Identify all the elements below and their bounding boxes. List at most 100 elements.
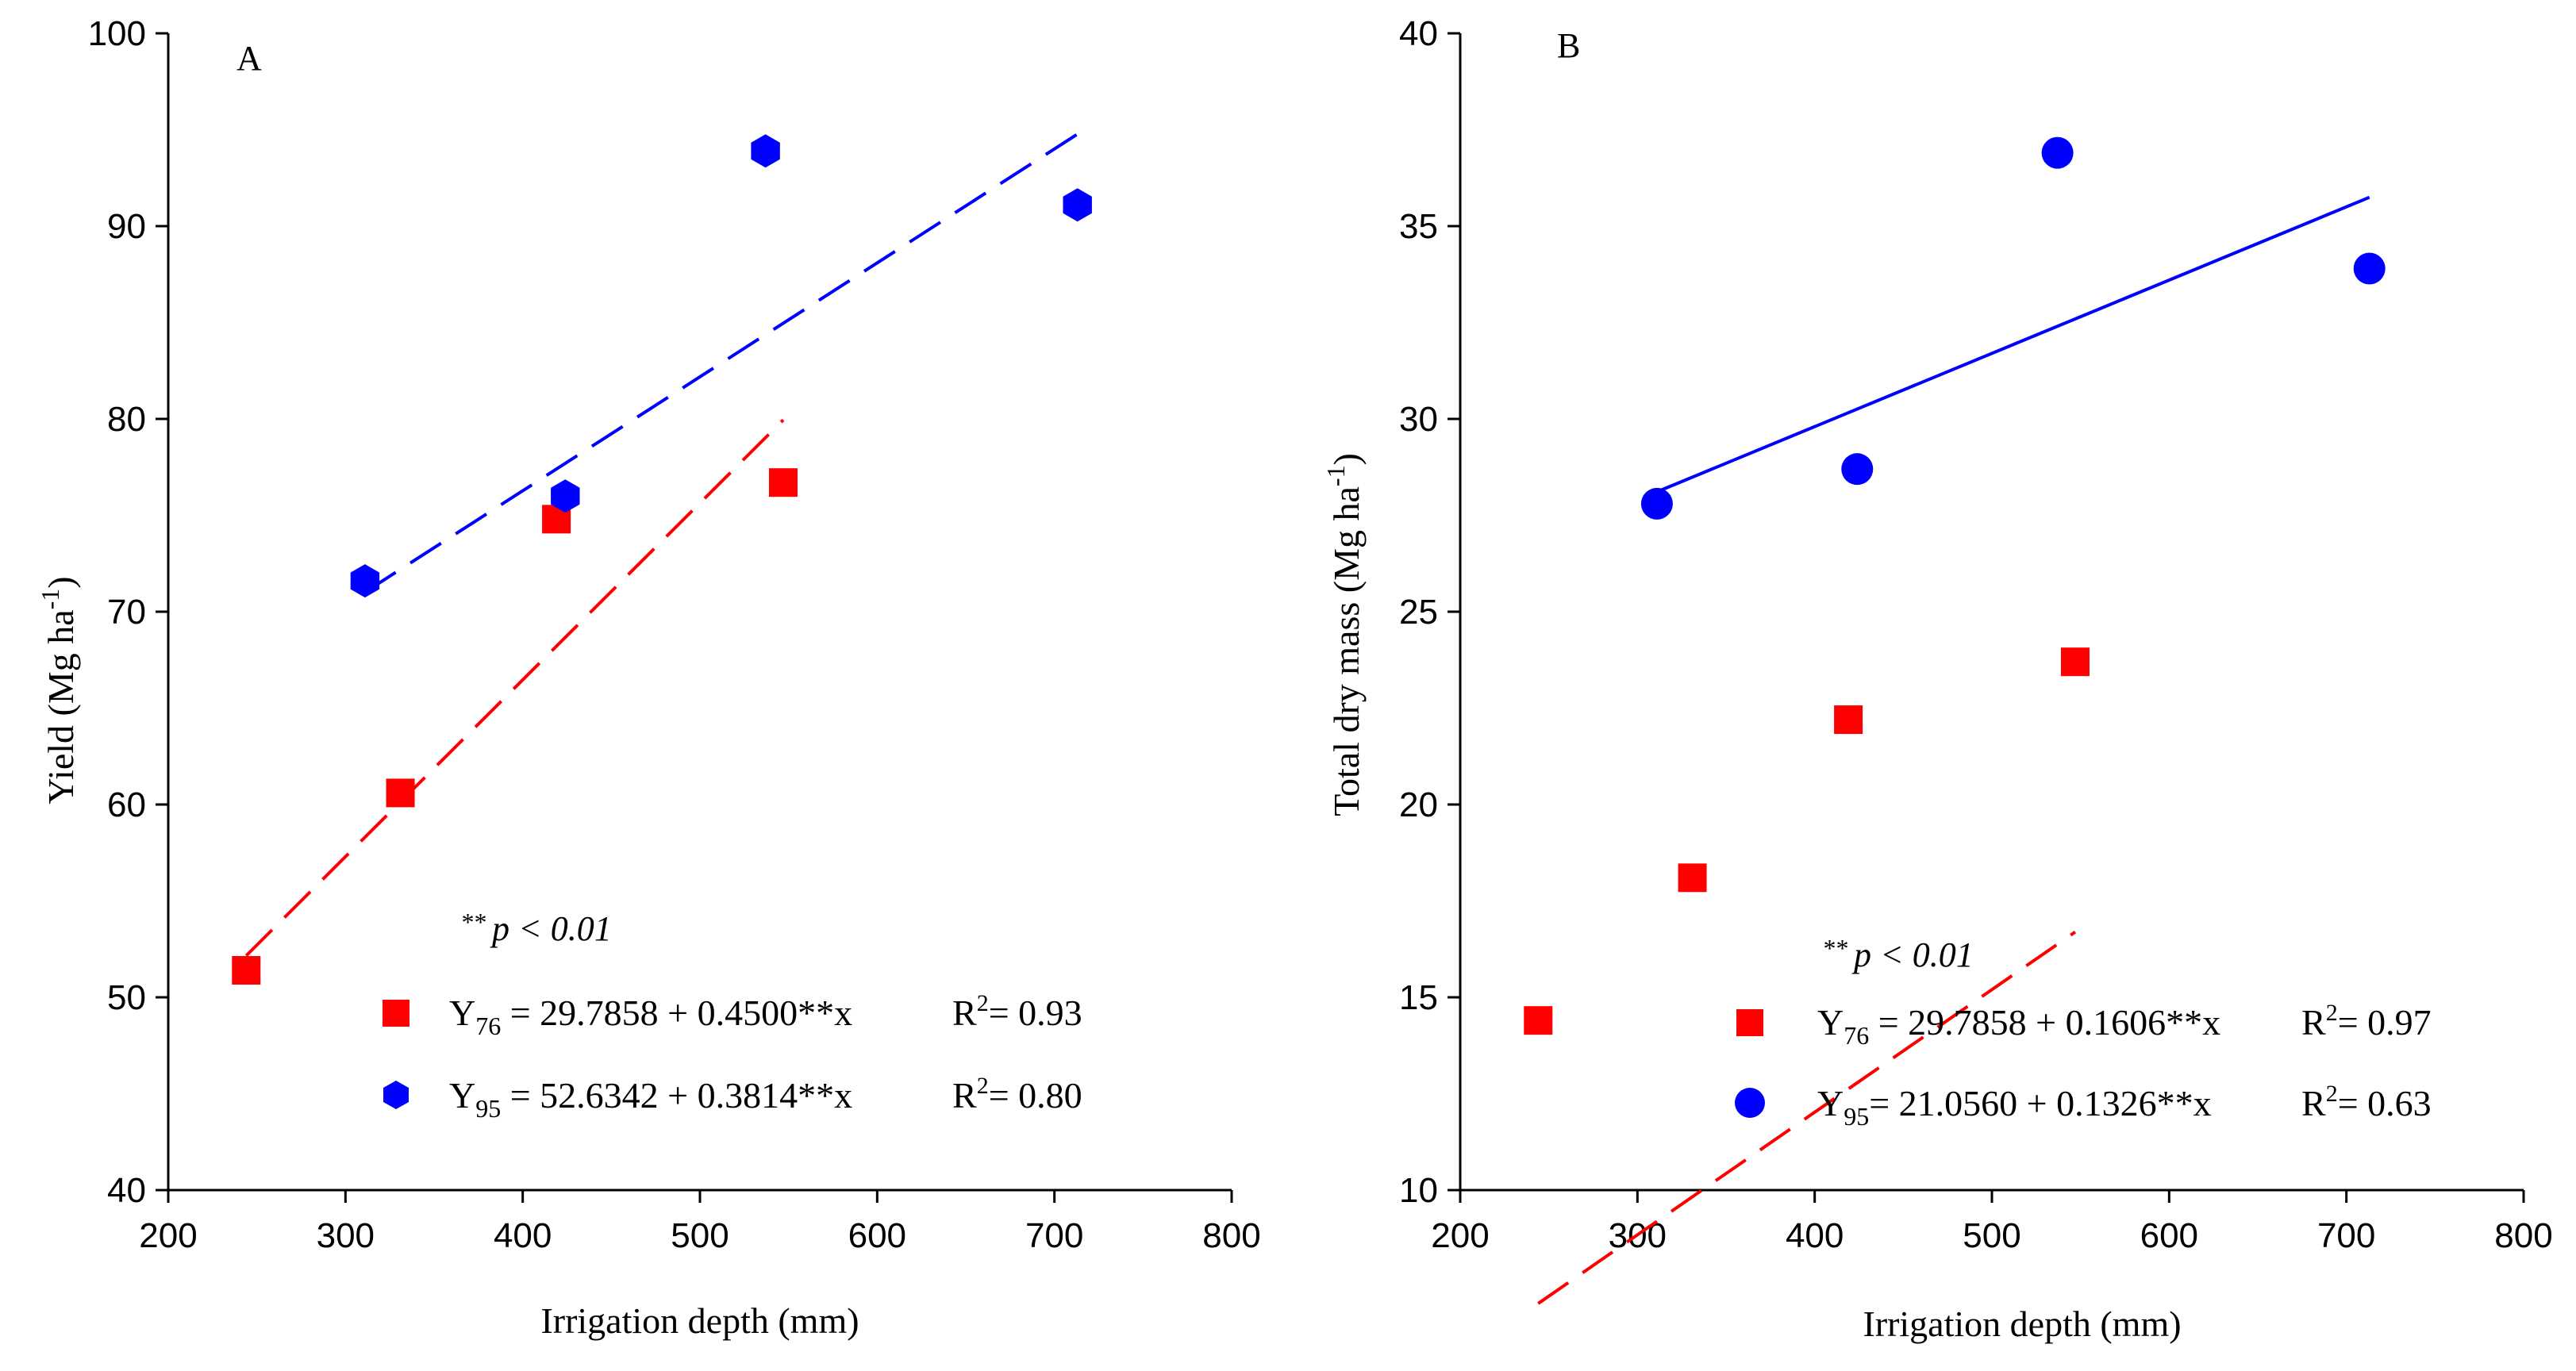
panel-a-y-tick-label: 80 [107, 400, 146, 439]
panel-a-y-tick-label: 100 [88, 14, 146, 53]
panel-b-y-axis-title-sup: -1 [1321, 465, 1350, 486]
panel-b-y95-point [2353, 252, 2386, 285]
panel-a-legend-y76-r2: R2= 0.93 [952, 990, 1082, 1033]
panel-a-x-tick-label: 400 [494, 1216, 552, 1255]
panel-a-axes: 200 300 400 500 600 700 800 40 50 60 70 80 90 100 [88, 14, 1261, 1255]
panel-a-legend-y76-sub: 76 [475, 1012, 501, 1040]
panel-b-legend-y95-text: Y95= 21.0560 + 0.1326**x [1817, 1083, 2212, 1131]
panel-b-y95-point [2041, 136, 2074, 169]
panel-b-y76-fit-line [1537, 930, 2077, 1305]
panel-b-legend: Y76 = 29.7858 + 0.1606**x R2= 0.97 Y95= … [1735, 1000, 2432, 1131]
panel-a-y-tick-label: 40 [107, 1171, 146, 1210]
panel-b-legend-y76-sub: 76 [1844, 1021, 1869, 1050]
panel-b-x-tick-label: 200 [1431, 1216, 1489, 1255]
panel-a-legend-y76-r2-value: = 0.93 [989, 993, 1082, 1033]
panel-b-y76-point [1678, 863, 1707, 893]
panel-a-legend-y76-r2-sup: 2 [977, 990, 989, 1016]
panel-a-y95-fit-line [363, 132, 1078, 594]
panel-a-yield-chart: 200 300 400 500 600 700 800 40 50 60 70 80 90 100 A I… [36, 14, 1261, 1341]
panel-b-note-text: p < 0.01 [1851, 935, 1974, 974]
panel-a-x-tick-label: 700 [1025, 1216, 1083, 1255]
panel-b-legend-y95-r2-sup: 2 [2326, 1081, 2338, 1107]
panel-b-legend-y76-marker [1736, 1009, 1763, 1036]
panel-b-legend-y95-marker [1735, 1088, 1765, 1118]
panel-b-y76-point [1524, 1006, 1553, 1035]
panel-b-legend-y76-sym: Y [1817, 1002, 1844, 1043]
panel-a-y76-point [386, 778, 415, 808]
panel-b-y-tick-label: 25 [1399, 593, 1438, 632]
panel-b-note-prefix: ** [1822, 934, 1854, 962]
panel-b-legend-y76-r2: R2= 0.97 [2301, 1000, 2432, 1043]
panel-b-y-tick-label: 10 [1399, 1171, 1438, 1210]
panel-a-x-tick-label: 500 [671, 1216, 729, 1255]
panel-a-legend-y76-eq: = 29.7858 + 0.4500**x [501, 993, 852, 1033]
panel-a-x-axis-title: Irrigation depth (mm) [540, 1300, 859, 1341]
panel-b-label: B [1557, 26, 1580, 65]
panel-a-significance-note: ** p < 0.01 [460, 908, 612, 948]
panel-a-y-axis-title: Yield (Mg ha-1) [36, 576, 81, 804]
panel-a-y95-point [1063, 188, 1092, 222]
panel-a-legend-y95-r2: R2= 0.80 [952, 1073, 1082, 1116]
panel-b-legend-y76-r2-sup: 2 [2326, 1000, 2338, 1026]
panel-b-x-tick-label: 400 [1786, 1216, 1844, 1255]
panel-a-y-axis-title-main: Yield (Mg ha [40, 609, 81, 804]
panel-a-x-tick-label: 300 [317, 1216, 375, 1255]
panel-b-data-points [1524, 136, 2386, 1035]
panel-b-legend-y76-eq: = 29.7858 + 0.1606**x [1869, 1002, 2220, 1043]
panel-a-y95-point [350, 564, 380, 598]
panel-b-x-tick-label: 700 [2317, 1216, 2375, 1255]
panel-a-legend-y95-marker [383, 1081, 409, 1109]
panel-b-fit-lines [1537, 195, 2370, 1305]
panel-a-legend-y95-r2-sup: 2 [977, 1073, 989, 1099]
panel-b-y95-point [1640, 487, 1673, 520]
panel-b-y-axis-title-close: ) [1326, 453, 1367, 465]
panel-a-y-tick-label: 90 [107, 207, 146, 246]
panel-b-legend-y95-r2-value: = 0.63 [2338, 1083, 2432, 1123]
panel-b-y76-point [2060, 647, 2090, 677]
panel-a-y-tick-label: 70 [107, 593, 146, 632]
panel-a-legend: Y76 = 29.7858 + 0.4500**x R2= 0.93 Y95 =… [383, 990, 1082, 1123]
panel-b-y76-point [1834, 705, 1863, 735]
panel-a-y76-fit-line [244, 418, 785, 957]
panel-a-y95-point [551, 479, 580, 513]
panel-b-y95-fit-line [1656, 195, 2370, 493]
panel-a-label: A [236, 39, 262, 78]
panel-a-legend-y95-sym: Y [449, 1075, 475, 1116]
panel-b-legend-y76-r2-value: = 0.97 [2338, 1002, 2432, 1043]
panel-b-legend-y95-eq: = 21.0560 + 0.1326**x [1869, 1083, 2211, 1123]
panel-a-y-axis-title-sup: -1 [36, 589, 64, 610]
panel-a-legend-y76-r2-label: R [952, 993, 977, 1033]
panel-b-y-tick-label: 40 [1399, 14, 1438, 53]
panel-a-legend-y95-sub: 95 [475, 1094, 501, 1123]
panel-b-legend-y95-r2-label: R [2301, 1083, 2326, 1123]
panel-a-legend-y76-text: Y76 = 29.7858 + 0.4500**x [449, 993, 852, 1040]
panel-b-y95-point [1841, 453, 1874, 486]
panel-a-legend-y95-text: Y95 = 52.6342 + 0.3814**x [449, 1075, 852, 1123]
panel-b-x-tick-label: 800 [2494, 1216, 2552, 1255]
panel-b-x-axis-title: Irrigation depth (mm) [1863, 1304, 2181, 1344]
panel-a-legend-y95-eq: = 52.6342 + 0.3814**x [501, 1075, 852, 1116]
panel-b-y-tick-label: 35 [1399, 207, 1438, 246]
panel-a-y76-point [232, 955, 261, 985]
panel-a-fit-lines [244, 132, 1078, 957]
panel-a-legend-y76-marker [383, 1000, 409, 1027]
panel-a-note-text: p < 0.01 [490, 909, 612, 948]
panel-a-y95-point [751, 134, 780, 168]
panel-a-y76-point [768, 468, 798, 497]
panel-a-y-tick-label: 50 [107, 978, 146, 1017]
panel-a-y-tick-label: 60 [107, 785, 146, 824]
panel-a-legend-y95-r2-value: = 0.80 [989, 1075, 1082, 1116]
panel-b-legend-y95-sub: 95 [1844, 1102, 1869, 1131]
panel-a-legend-y95-r2-label: R [952, 1075, 977, 1116]
panel-b-y-tick-label: 15 [1399, 978, 1438, 1017]
panel-b-legend-y95-r2: R2= 0.63 [2301, 1081, 2432, 1123]
panel-b-x-tick-label: 600 [2140, 1216, 2198, 1255]
panel-b-y-axis-title: Total dry mass (Mg ha-1) [1321, 453, 1367, 816]
panel-a-note-prefix: ** [460, 908, 492, 936]
panel-b-y-axis-title-main: Total dry mass (Mg ha [1326, 486, 1367, 816]
panel-b-y-tick-label: 20 [1399, 785, 1438, 824]
panel-a-x-tick-label: 800 [1202, 1216, 1260, 1255]
